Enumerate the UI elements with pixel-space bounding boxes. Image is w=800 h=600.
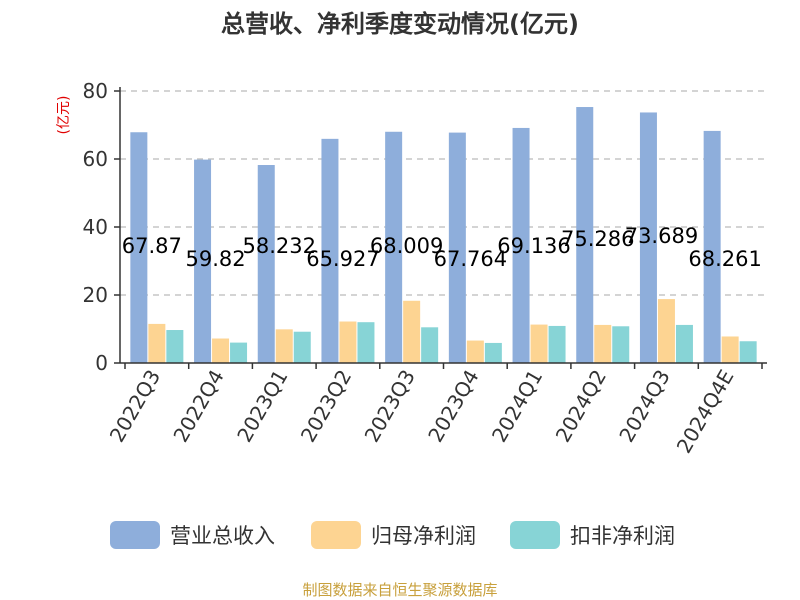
data-label: 65.927 [306,247,379,271]
bar-2 [212,338,230,363]
bar-3 [166,330,184,363]
data-label: 73.689 [625,224,698,248]
legend-label: 营业总收入 [170,524,275,548]
bar-2 [275,329,293,363]
bar-3 [421,327,439,363]
data-label: 58.232 [243,234,316,258]
bar-2 [721,336,739,363]
x-tick-label: 2023Q4 [423,366,483,447]
bar-2 [657,299,675,363]
data-label: 68.009 [370,234,443,258]
y-tick-label: 60 [83,147,108,171]
bar-1 [703,130,721,363]
bar-2 [530,324,548,363]
bar-1 [257,165,275,363]
x-tick-labels: 2022Q3 2022Q4 2023Q1 2023Q2 2023Q3 2023Q4 2024… [105,366,739,458]
bar-1 [639,112,657,363]
x-tick-label: 2023Q3 [360,366,420,447]
bar-1 [385,131,403,363]
bar-2 [594,324,612,363]
bar-3 [230,342,248,363]
bar-1 [194,159,212,363]
bar-1 [576,107,594,363]
y-tick-labels: 0 20 40 60 80 [83,79,108,375]
y-tick-label: 0 [95,351,108,375]
data-label: 67.764 [434,247,507,271]
data-source-note: 制图数据来自恒生聚源数据库 [302,581,497,599]
data-label: 68.261 [688,247,761,271]
x-tick-label: 2024Q3 [614,366,674,447]
y-tick-label: 80 [83,79,108,103]
legend-swatch [510,521,560,549]
data-label: 69.136 [497,234,570,258]
y-axis-label: (亿元) [56,96,72,135]
bar-2 [339,321,357,363]
bar-2 [403,300,421,363]
legend-swatch [110,521,160,549]
bar-3 [612,326,630,363]
chart-title: 总营收、净利季度变动情况(亿元) [221,10,579,38]
grid-lines [120,90,767,296]
bar-1 [130,132,148,363]
bar-2 [148,323,166,363]
bar-1 [448,132,466,363]
bars [130,107,757,364]
data-label: 75.286 [561,227,634,251]
x-tick-label: 2022Q3 [105,366,165,447]
x-tick-label: 2024Q1 [487,366,547,447]
bar-2 [466,340,484,363]
legend-label: 扣非净利润 [570,524,675,548]
x-tick-label: 2022Q4 [168,366,228,447]
legend-swatch [311,521,361,549]
bar-3 [675,324,693,363]
y-tick-label: 20 [83,283,108,307]
x-tick-label: 2024Q4E [672,366,739,458]
legend: 营业总收入 归母净利润 扣非净利润 [110,521,675,549]
y-tick-label: 40 [83,215,108,239]
x-tick-label: 2024Q2 [551,366,611,447]
data-label: 67.87 [122,234,182,258]
legend-label: 归母净利润 [371,524,476,548]
bar-3 [548,325,566,363]
x-tick-label: 2023Q1 [232,366,292,447]
bar-3 [293,331,311,363]
data-labels: 67.8759.8258.23265.92768.00967.76469.136… [122,224,762,271]
bar-3 [357,322,375,363]
x-tick-label: 2023Q2 [296,366,356,447]
bar-3 [739,341,757,363]
bar-1 [512,127,530,364]
bar-3 [484,342,502,363]
axes [114,87,767,369]
bar-1 [321,138,339,363]
data-label: 59.82 [185,247,245,271]
